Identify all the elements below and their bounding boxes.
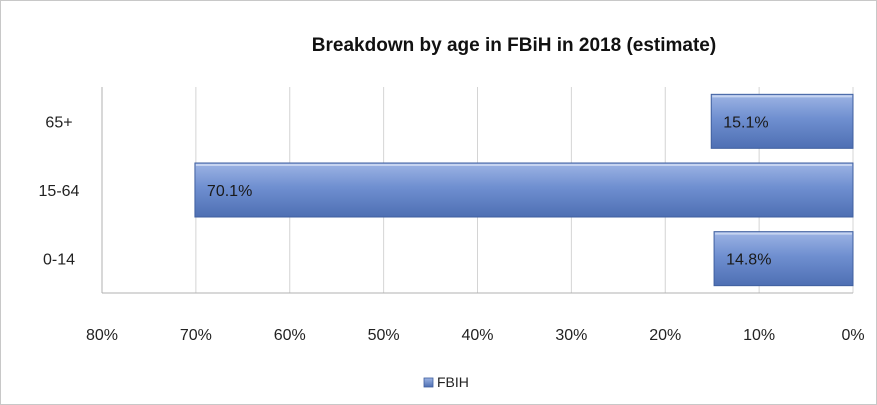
data-label: 15.1% <box>723 114 768 131</box>
legend-label: FBIH <box>437 374 469 390</box>
x-tick-label: 80% <box>86 327 118 344</box>
data-label: 70.1% <box>207 183 252 200</box>
bar-65+ <box>710 93 854 149</box>
x-tick-label: 10% <box>743 327 775 344</box>
x-tick-label: 30% <box>555 327 587 344</box>
data-label: 14.8% <box>726 252 771 269</box>
legend-swatch <box>423 377 434 388</box>
x-tick-label: 50% <box>368 327 400 344</box>
x-tick-label: 40% <box>461 327 493 344</box>
category-label: 0-14 <box>43 252 75 269</box>
category-label: 65+ <box>45 114 72 131</box>
bar-15-64 <box>194 162 854 218</box>
bar-0-14 <box>713 231 854 287</box>
chart-title: Breakdown by age in FBiH in 2018 (estima… <box>312 35 716 56</box>
x-tick-label: 20% <box>649 327 681 344</box>
x-tick-label: 0% <box>841 327 864 344</box>
x-tick-label: 60% <box>274 327 306 344</box>
category-label: 15-64 <box>39 183 80 200</box>
x-tick-label: 70% <box>180 327 212 344</box>
